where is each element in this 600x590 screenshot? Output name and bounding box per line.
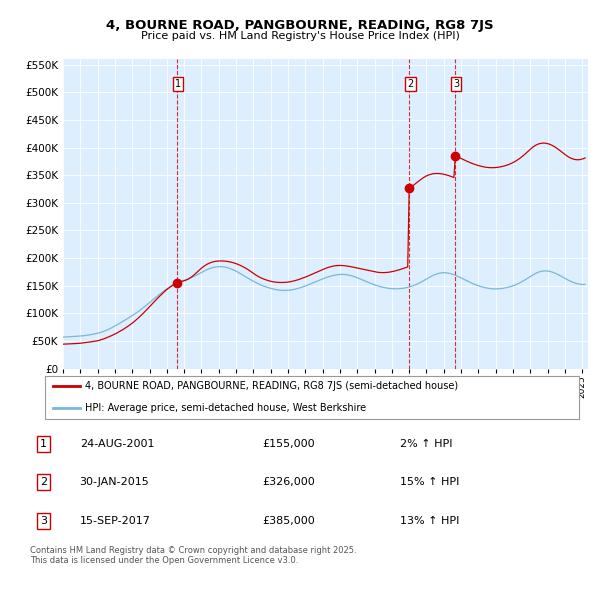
Text: 1: 1 bbox=[40, 439, 47, 449]
Text: 3: 3 bbox=[453, 79, 459, 89]
Text: 15% ↑ HPI: 15% ↑ HPI bbox=[400, 477, 459, 487]
Text: 30-JAN-2015: 30-JAN-2015 bbox=[80, 477, 149, 487]
Text: 2: 2 bbox=[407, 79, 413, 89]
Text: 4, BOURNE ROAD, PANGBOURNE, READING, RG8 7JS (semi-detached house): 4, BOURNE ROAD, PANGBOURNE, READING, RG8… bbox=[85, 381, 458, 391]
Text: £326,000: £326,000 bbox=[262, 477, 314, 487]
Text: 2% ↑ HPI: 2% ↑ HPI bbox=[400, 439, 452, 449]
Text: Price paid vs. HM Land Registry's House Price Index (HPI): Price paid vs. HM Land Registry's House … bbox=[140, 31, 460, 41]
Text: 3: 3 bbox=[40, 516, 47, 526]
Text: 13% ↑ HPI: 13% ↑ HPI bbox=[400, 516, 459, 526]
Text: Contains HM Land Registry data © Crown copyright and database right 2025.
This d: Contains HM Land Registry data © Crown c… bbox=[30, 546, 356, 565]
Text: £155,000: £155,000 bbox=[262, 439, 314, 449]
Text: 1: 1 bbox=[175, 79, 181, 89]
Text: HPI: Average price, semi-detached house, West Berkshire: HPI: Average price, semi-detached house,… bbox=[85, 404, 367, 414]
Text: £385,000: £385,000 bbox=[262, 516, 314, 526]
FancyBboxPatch shape bbox=[45, 376, 580, 419]
Text: 15-SEP-2017: 15-SEP-2017 bbox=[80, 516, 151, 526]
Text: 24-AUG-2001: 24-AUG-2001 bbox=[80, 439, 154, 449]
Text: 4, BOURNE ROAD, PANGBOURNE, READING, RG8 7JS: 4, BOURNE ROAD, PANGBOURNE, READING, RG8… bbox=[106, 19, 494, 32]
Text: 2: 2 bbox=[40, 477, 47, 487]
